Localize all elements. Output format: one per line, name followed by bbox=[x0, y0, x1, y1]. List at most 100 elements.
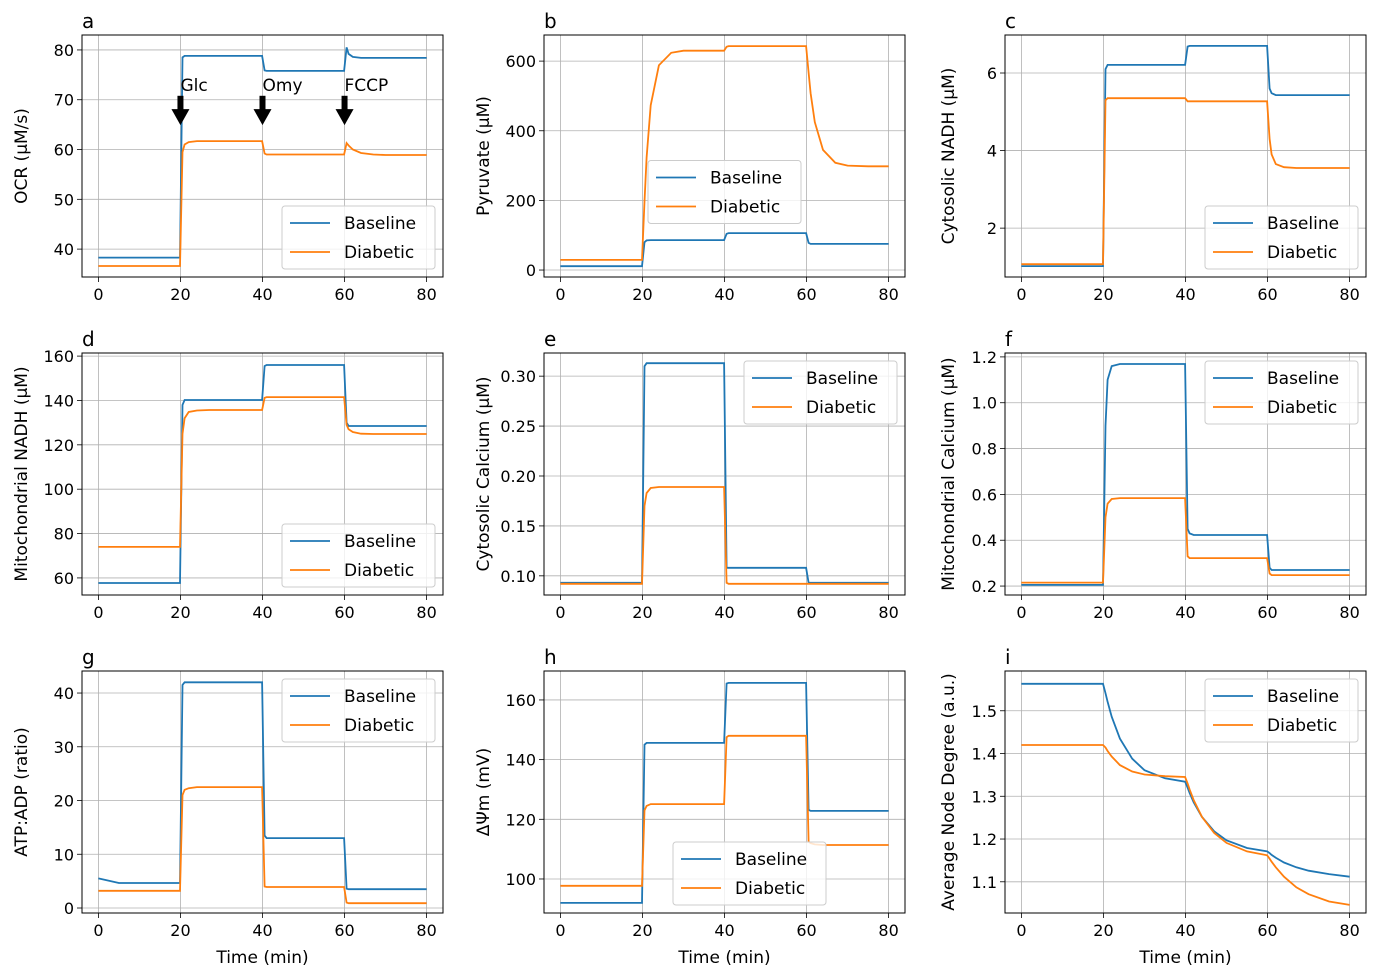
x-tick-label: 80 bbox=[1339, 603, 1359, 622]
y-tick-label: 100 bbox=[505, 870, 536, 889]
legend-label: Diabetic bbox=[806, 398, 876, 418]
legend-label: Baseline bbox=[1267, 687, 1339, 707]
x-tick-label: 80 bbox=[1339, 921, 1359, 940]
x-tick-label: 0 bbox=[93, 921, 103, 940]
x-tick-label: 60 bbox=[1257, 285, 1277, 304]
x-tick-label: 40 bbox=[252, 921, 272, 940]
axes-frame bbox=[1004, 34, 1367, 278]
panel-g: 0 20 40 60 80 0 10 20 30 40 g ATP:ADP (ratio) Time (… bbox=[12, 645, 444, 968]
legend: Baseline Diabetic bbox=[672, 841, 827, 906]
y-tick-label: 20 bbox=[54, 792, 74, 811]
axes-frame bbox=[1004, 670, 1367, 914]
y-tick-label: 400 bbox=[505, 122, 536, 141]
x-tick-label: 60 bbox=[1257, 603, 1277, 622]
x-tick-label: 0 bbox=[93, 285, 103, 304]
legend-label: Baseline bbox=[1267, 214, 1339, 234]
y-tick-label: 160 bbox=[505, 691, 536, 710]
y-tick-label: 2 bbox=[987, 219, 997, 238]
x-tick-label: 40 bbox=[714, 285, 734, 304]
legend-label: Diabetic bbox=[344, 716, 414, 736]
x-tick-label: 20 bbox=[170, 285, 190, 304]
y-tick-label: 160 bbox=[43, 347, 74, 366]
annotation-label: FCCP bbox=[345, 76, 389, 96]
y-axis-label: Cytosolic NADH (μM) bbox=[939, 68, 959, 245]
x-tick-label: 0 bbox=[1016, 603, 1026, 622]
x-tick-label: 0 bbox=[1016, 285, 1026, 304]
x-tick-label: 0 bbox=[93, 603, 103, 622]
annotation-arrow-head bbox=[171, 109, 190, 126]
series-line-diabetic bbox=[1021, 97, 1350, 266]
y-tick-label: 60 bbox=[54, 569, 74, 588]
series-line-baseline bbox=[1021, 363, 1350, 586]
y-tick-label: 0.15 bbox=[500, 517, 536, 536]
series-line-diabetic bbox=[98, 396, 427, 548]
y-tick-label: 30 bbox=[54, 738, 74, 757]
legend: Baseline Diabetic bbox=[1204, 678, 1359, 743]
panel-label: f bbox=[1005, 327, 1013, 351]
legend-label: Diabetic bbox=[1267, 243, 1337, 263]
axes-frame bbox=[543, 34, 906, 278]
x-tick-label: 20 bbox=[1093, 603, 1113, 622]
legend: Baseline Diabetic bbox=[1204, 360, 1359, 425]
y-tick-label: 80 bbox=[54, 525, 74, 544]
series-line-diabetic bbox=[1021, 497, 1350, 584]
x-tick-label: 60 bbox=[796, 921, 816, 940]
x-tick-label: 80 bbox=[416, 285, 436, 304]
panel-i: 0 20 40 60 80 1.1 1.2 1.3 1.4 1.5 i Average Node De… bbox=[939, 645, 1367, 968]
x-tick-label: 40 bbox=[252, 603, 272, 622]
legend-box bbox=[672, 841, 827, 906]
legend-label: Diabetic bbox=[344, 561, 414, 581]
panel-label: c bbox=[1005, 9, 1016, 33]
y-tick-label: 1.2 bbox=[972, 830, 997, 849]
axes-frame bbox=[543, 352, 906, 596]
x-tick-label: 80 bbox=[878, 285, 898, 304]
legend-box bbox=[281, 205, 436, 270]
legend: Baseline Diabetic bbox=[647, 160, 802, 224]
y-tick-label: 0.4 bbox=[972, 531, 997, 550]
x-tick-label: 60 bbox=[796, 603, 816, 622]
series-line-baseline bbox=[98, 681, 427, 891]
y-tick-label: 80 bbox=[54, 41, 74, 60]
legend: Baseline Diabetic bbox=[1204, 205, 1359, 270]
legend-label: Diabetic bbox=[1267, 398, 1337, 418]
y-axis-label: Pyruvate (μM) bbox=[474, 96, 494, 216]
x-tick-label: 20 bbox=[1093, 921, 1113, 940]
x-tick-label: 60 bbox=[1257, 921, 1277, 940]
panel-label: e bbox=[544, 327, 556, 351]
y-tick-label: 140 bbox=[505, 751, 536, 770]
panel-c: 0 20 40 60 80 2 4 6 c Cytosolic NADH (μM) Baseline… bbox=[939, 9, 1367, 304]
legend: Baseline Diabetic bbox=[281, 678, 436, 743]
legend-label: Diabetic bbox=[710, 198, 780, 218]
annotation-label: Glc bbox=[180, 76, 207, 96]
annotation-arrow-head bbox=[335, 109, 354, 126]
y-tick-label: 200 bbox=[505, 191, 536, 210]
x-tick-label: 40 bbox=[1175, 285, 1195, 304]
legend-box bbox=[1204, 360, 1359, 425]
legend-box bbox=[281, 523, 436, 588]
x-tick-label: 20 bbox=[1093, 285, 1113, 304]
x-tick-label: 60 bbox=[334, 285, 354, 304]
legend-label: Diabetic bbox=[735, 879, 805, 899]
x-tick-label: 20 bbox=[632, 603, 652, 622]
y-tick-label: 1.1 bbox=[972, 873, 997, 892]
y-axis-label: Cytosolic Calcium (μM) bbox=[474, 376, 494, 571]
y-tick-label: 140 bbox=[43, 391, 74, 410]
y-tick-label: 0.20 bbox=[500, 467, 536, 486]
x-tick-label: 20 bbox=[632, 921, 652, 940]
panel-label: d bbox=[82, 327, 95, 351]
legend-box bbox=[1204, 678, 1359, 743]
y-tick-label: 0.2 bbox=[972, 577, 997, 596]
x-tick-label: 20 bbox=[632, 285, 652, 304]
x-tick-label: 80 bbox=[878, 603, 898, 622]
y-tick-label: 0 bbox=[64, 899, 74, 918]
y-tick-label: 4 bbox=[987, 142, 997, 161]
axes-frame bbox=[543, 670, 906, 914]
series-line-diabetic bbox=[560, 45, 889, 261]
legend-label: Diabetic bbox=[344, 243, 414, 263]
panel-e: 0 20 40 60 80 0.10 0.15 0.20 0.25 0.30 e Cytosolic … bbox=[474, 327, 906, 622]
y-tick-label: 0.30 bbox=[500, 367, 536, 386]
legend-label: Diabetic bbox=[1267, 716, 1337, 736]
panel-h: 0 20 40 60 80 100 120 140 160 h ΔΨm (mV) Time (min)… bbox=[474, 645, 906, 968]
series-line-baseline bbox=[560, 232, 889, 268]
x-tick-label: 0 bbox=[555, 285, 565, 304]
